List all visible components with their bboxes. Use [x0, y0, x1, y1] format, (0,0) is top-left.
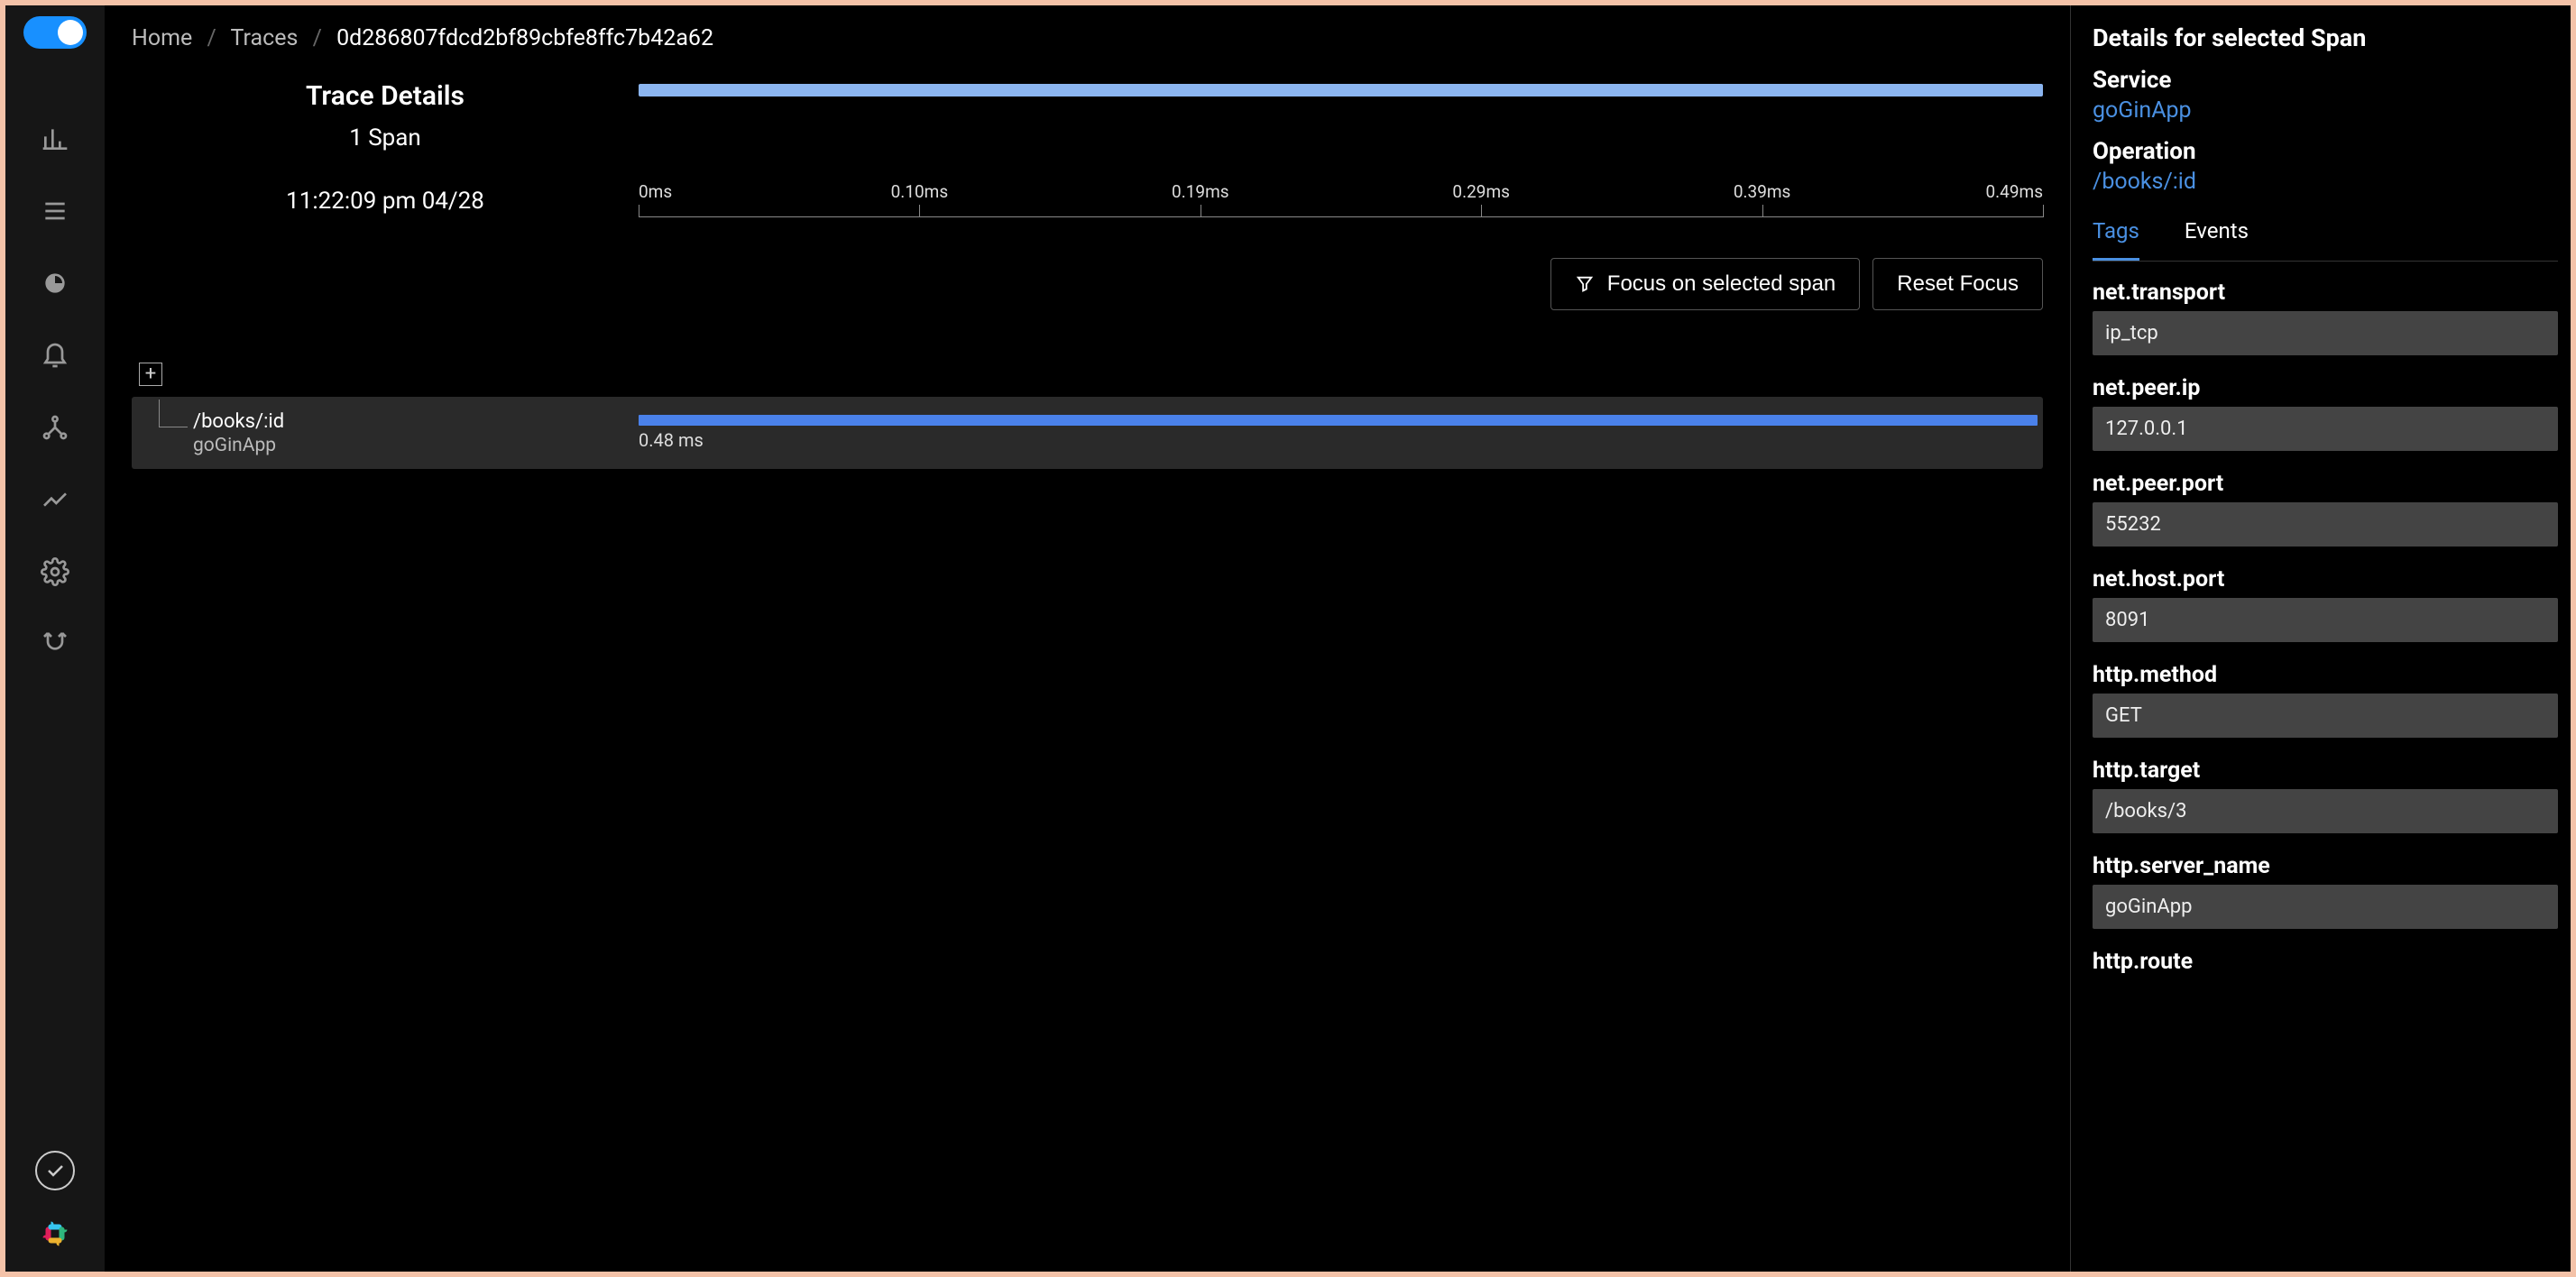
breadcrumb-sep: /	[207, 25, 216, 51]
tag-item: net.transport ip_tcp	[2093, 280, 2558, 355]
usage-icon[interactable]	[41, 485, 69, 514]
instrument-icon[interactable]	[41, 629, 69, 658]
tab-events[interactable]: Events	[2185, 209, 2249, 261]
tag-key: net.transport	[2093, 280, 2558, 306]
list-icon[interactable]	[41, 197, 69, 225]
tag-value: ip_tcp	[2093, 311, 2558, 355]
tag-value: 127.0.0.1	[2093, 407, 2558, 451]
alert-icon[interactable]	[41, 341, 69, 370]
breadcrumb-home[interactable]: Home	[132, 25, 192, 51]
timeline-tick-label: 0.49ms	[1985, 181, 2043, 202]
filter-icon	[1575, 274, 1595, 294]
timeline-tick	[2043, 205, 2044, 217]
timeline-tick	[919, 205, 920, 217]
service-map-icon[interactable]	[41, 413, 69, 442]
expand-all-toggle[interactable]: +	[139, 363, 162, 386]
timeline-tick-label: 0.29ms	[1452, 181, 1510, 202]
timeline-tick	[1481, 205, 1482, 217]
span-duration-bar	[639, 415, 2038, 426]
breadcrumb-trace-id: 0d286807fdcd2bf89cbfe8ffc7b42a62	[336, 25, 713, 51]
details-operation-value[interactable]: /books/:id	[2093, 169, 2558, 195]
tag-key: http.route	[2093, 949, 2558, 975]
trace-title: Trace Details	[132, 80, 639, 112]
span-operation: /books/:id	[193, 410, 639, 433]
bar-chart-icon[interactable]	[41, 124, 69, 153]
slack-icon[interactable]	[39, 1217, 71, 1250]
timeline-tick-label: 0ms	[639, 181, 672, 202]
trace-overview-bar[interactable]	[639, 84, 2043, 96]
reset-focus-button[interactable]: Reset Focus	[1872, 258, 2043, 310]
focus-button-label: Focus on selected span	[1607, 271, 1836, 297]
tag-key: net.peer.ip	[2093, 375, 2558, 401]
tag-value: GET	[2093, 694, 2558, 738]
details-title: Details for selected Span	[2093, 23, 2558, 52]
tab-tags[interactable]: Tags	[2093, 209, 2139, 261]
timeline-tick-label: 0.19ms	[1172, 181, 1229, 202]
span-details-panel: Details for selected Span Service goGinA…	[2071, 5, 2571, 1272]
tags-list: net.transportip_tcpnet.peer.ip127.0.0.1n…	[2093, 280, 2558, 975]
span-row[interactable]: /books/:id goGinApp 0.48 ms	[132, 397, 2043, 469]
timeline-tick	[1762, 205, 1763, 217]
tag-item: net.host.port 8091	[2093, 566, 2558, 642]
tag-item: http.server_name goGinApp	[2093, 853, 2558, 929]
tag-key: http.method	[2093, 662, 2558, 688]
tag-value: goGinApp	[2093, 885, 2558, 929]
tag-value: 55232	[2093, 502, 2558, 547]
tag-item: http.method GET	[2093, 662, 2558, 738]
sidebar	[5, 5, 105, 1272]
details-tabs: Tags Events	[2093, 209, 2558, 262]
tag-value: /books/3	[2093, 789, 2558, 833]
reset-button-label: Reset Focus	[1897, 271, 2019, 297]
tag-value: 8091	[2093, 598, 2558, 642]
details-service-value[interactable]: goGinApp	[2093, 97, 2558, 124]
details-service-label: Service	[2093, 67, 2558, 94]
breadcrumb-sep: /	[313, 25, 322, 51]
tag-key: net.peer.port	[2093, 471, 2558, 497]
timeline-tick-label: 0.39ms	[1734, 181, 1791, 202]
status-check-icon[interactable]	[35, 1151, 75, 1190]
focus-selected-span-button[interactable]: Focus on selected span	[1550, 258, 1861, 310]
tag-item: net.peer.port 55232	[2093, 471, 2558, 547]
tag-item: http.target/books/3	[2093, 758, 2558, 833]
tag-key: http.target	[2093, 758, 2558, 784]
timeline-axis	[639, 205, 2043, 217]
tag-item: http.route	[2093, 949, 2558, 975]
details-operation-label: Operation	[2093, 138, 2558, 165]
tag-item: net.peer.ip 127.0.0.1	[2093, 375, 2558, 451]
trace-span-count: 1 Span	[132, 124, 639, 152]
breadcrumb-traces[interactable]: Traces	[231, 25, 299, 51]
tag-key: net.host.port	[2093, 566, 2558, 593]
dashboard-icon[interactable]	[41, 269, 69, 298]
tag-key: http.server_name	[2093, 853, 2558, 879]
breadcrumb: Home / Traces / 0d286807fdcd2bf89cbfe8ff…	[105, 5, 2070, 64]
timeline-tick-label: 0.10ms	[891, 181, 949, 202]
span-service: goGinApp	[193, 435, 639, 456]
collapse-toggle[interactable]	[23, 16, 87, 49]
settings-icon[interactable]	[41, 557, 69, 586]
span-duration-label: 0.48 ms	[639, 429, 2038, 451]
trace-timestamp: 11:22:09 pm 04/28	[132, 188, 639, 215]
